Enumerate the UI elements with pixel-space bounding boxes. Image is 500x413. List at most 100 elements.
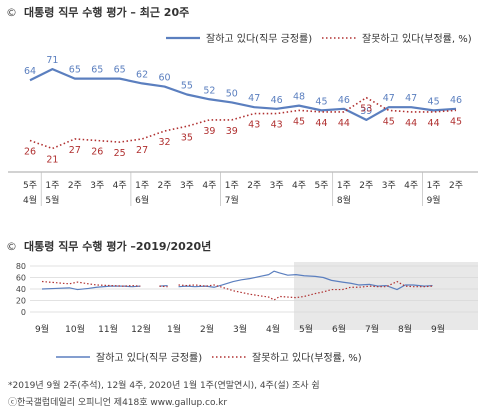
- chart1-month-label: 7월: [225, 194, 239, 206]
- chart1-negative-data-label: 27: [69, 145, 81, 156]
- chart1-positive-data-label: 45: [428, 96, 440, 107]
- chart2-legend-negative-label: 잘못하고 있다(부정률, %): [252, 351, 362, 364]
- chart1-x-tick-label: 5주: [314, 180, 328, 191]
- chart1-plot: 5주 1주 2주 3주 4주 1주 2주 3주 4주 1주 2주 3주 4주 5주 1주 2주 3주 4주 1주 2주…: [8, 55, 478, 206]
- chart1-x-tick-label: 3주: [90, 180, 104, 191]
- chart1-negative-data-label: 43: [271, 120, 283, 131]
- recent-20-weeks-chart: © 대통령 직무 수행 평가 – 최근 20주 잘하고 있다(직무 긍정률) 잘…: [6, 5, 478, 206]
- chart1-negative-data-label: 32: [158, 137, 170, 148]
- chart2-month-label: 10월: [65, 323, 85, 335]
- chart1-negative-data-label: 26: [91, 147, 103, 158]
- chart2-y-tick-label: 80: [16, 262, 26, 271]
- chart2-month-label: 4월: [266, 323, 280, 335]
- chart1-negative-data-label: 35: [181, 132, 193, 143]
- chart1-x-tick-label: 3주: [180, 180, 194, 191]
- chart2-positive-line: [41, 285, 141, 291]
- chart1-x-tick-label: 2주: [158, 180, 172, 191]
- chart1-positive-data-label: 65: [114, 65, 126, 76]
- chart1-x-tick-label: 2주: [68, 180, 82, 191]
- chart1-positive-data-label: 46: [450, 95, 462, 106]
- chart1-month-label: 9월: [427, 194, 441, 206]
- chart1-negative-line: [29, 96, 457, 150]
- chart2-month-label: 12월: [131, 323, 151, 335]
- chart1-x-tick-label: 4주: [202, 180, 216, 191]
- chart1-month-label: 6월: [135, 194, 149, 206]
- chart1-legend-positive-label: 잘하고 있다(직무 긍정률): [206, 32, 312, 45]
- chart1-x-tick-label: 1주: [427, 180, 441, 191]
- chart2-month-label: 11월: [98, 323, 118, 335]
- chart1-positive-data-label: 62: [136, 69, 148, 80]
- chart2-month-label: 7월: [365, 323, 379, 335]
- chart1-x-tick-label: 1주: [135, 180, 149, 191]
- chart1-x-tick-label: 2주: [449, 180, 463, 191]
- chart1-x-tick-label: 3주: [270, 180, 284, 191]
- chart2-y-tick-label: 60: [16, 274, 26, 283]
- chart1-positive-data-label: 47: [383, 93, 395, 104]
- chart1-x-tick-label: 2주: [247, 180, 261, 191]
- chart1-x-tick-label: 1주: [225, 180, 239, 191]
- chart2-month-label: 5월: [299, 323, 313, 335]
- chart2-month-label: 9월: [431, 323, 445, 335]
- chart1-negative-data-label: 27: [136, 145, 148, 156]
- footnote-source: ⓒ한국갤럽데일리 오피니언 제418호 www.gallup.co.kr: [8, 398, 228, 408]
- chart1-negative-data-label: 25: [114, 148, 126, 159]
- chart1-positive-data-label: 47: [405, 93, 417, 104]
- chart1-positive-data-label: 64: [24, 66, 36, 77]
- chart1-positive-data-label: 46: [271, 95, 283, 106]
- chart1-positive-data-label: 46: [338, 95, 350, 106]
- footnote-survey-gaps: *2019년 9월 2주(추석), 12월 4주, 2020년 1월 1주(연말…: [8, 381, 320, 391]
- chart2-month-label: 3월: [233, 323, 247, 335]
- chart1-negative-data-label: 43: [248, 120, 260, 131]
- chart1-x-tick-label: 4주: [404, 180, 418, 191]
- chart1-positive-data-label: 55: [181, 81, 193, 92]
- chart1-x-tick-label: 1주: [337, 180, 351, 191]
- chart1-month-label: 5월: [45, 194, 59, 206]
- chart1-positive-data-label: 39: [360, 106, 372, 117]
- chart2-month-label: 1월: [167, 323, 181, 335]
- chart1-x-tick-label: 2주: [359, 180, 373, 191]
- chart1-negative-data-label: 44: [405, 118, 417, 129]
- chart1-positive-data-label: 48: [293, 92, 305, 103]
- chart1-negative-data-label: 45: [450, 116, 462, 127]
- chart2-month-label: 8월: [398, 323, 412, 335]
- chart1-title: 대통령 직무 수행 평가 – 최근 20주: [24, 5, 189, 19]
- chart2-negative-line: [41, 280, 141, 287]
- chart1-negative-data-label: 45: [383, 116, 395, 127]
- chart1-negative-data-label: 44: [338, 118, 350, 129]
- chart2-title: 대통령 직무 수행 평가 –2019/2020년: [24, 239, 211, 253]
- chart2-highlight-region: [294, 262, 478, 330]
- chart2-negative-line: [159, 285, 168, 288]
- chart1-negative-data-label: 39: [226, 126, 238, 137]
- chart2-y-tick-label: 40: [16, 285, 26, 294]
- chart1-positive-data-label: 50: [226, 88, 238, 99]
- chart2-negative-line: [178, 280, 433, 301]
- chart1-negative-data-label: 44: [315, 118, 327, 129]
- chart1-month-label: 4월: [23, 194, 37, 206]
- chart2-y-tick-label: 0: [21, 308, 26, 317]
- chart1-negative-data-label: 26: [24, 147, 36, 158]
- chart1-negative-data-label: 53: [360, 104, 372, 115]
- chart2-month-label: 9월: [35, 323, 49, 335]
- chart1-x-tick-label: 4주: [292, 180, 306, 191]
- chart1-month-label: 8월: [337, 194, 351, 206]
- chart1-positive-data-label: 52: [203, 85, 215, 96]
- chart1-x-tick-label: 4주: [113, 180, 127, 191]
- chart2-month-label: 6월: [332, 323, 346, 335]
- chart2-legend: 잘하고 있다(직무 긍정률) 잘못하고 있다(부정률, %): [56, 351, 362, 364]
- chart1-positive-data-label: 65: [69, 65, 81, 76]
- chart1-negative-data-label: 21: [46, 154, 58, 165]
- chart1-x-tick-label: 1주: [45, 180, 59, 191]
- chart1-legend: 잘하고 있다(직무 긍정률) 잘못하고 있다(부정률, %): [166, 32, 472, 45]
- year-2019-2020-chart: © 대통령 직무 수행 평가 –2019/2020년 0 20 40 60 80 9월 10…: [6, 239, 478, 364]
- chart1-negative-data-label: 45: [293, 116, 305, 127]
- chart2-title-icon: ©: [6, 240, 17, 253]
- chart1-x-tick-label: 3주: [382, 180, 396, 191]
- chart1-negative-data-label: 39: [203, 126, 215, 137]
- chart1-legend-negative-label: 잘못하고 있다(부정률, %): [362, 32, 472, 45]
- chart1-positive-data-label: 60: [158, 73, 170, 84]
- chart1-positive-data-label: 45: [315, 96, 327, 107]
- chart1-positive-data-label: 65: [91, 65, 103, 76]
- chart1-x-tick-label: 5주: [23, 180, 37, 191]
- chart1-positive-data-label: 47: [248, 93, 260, 104]
